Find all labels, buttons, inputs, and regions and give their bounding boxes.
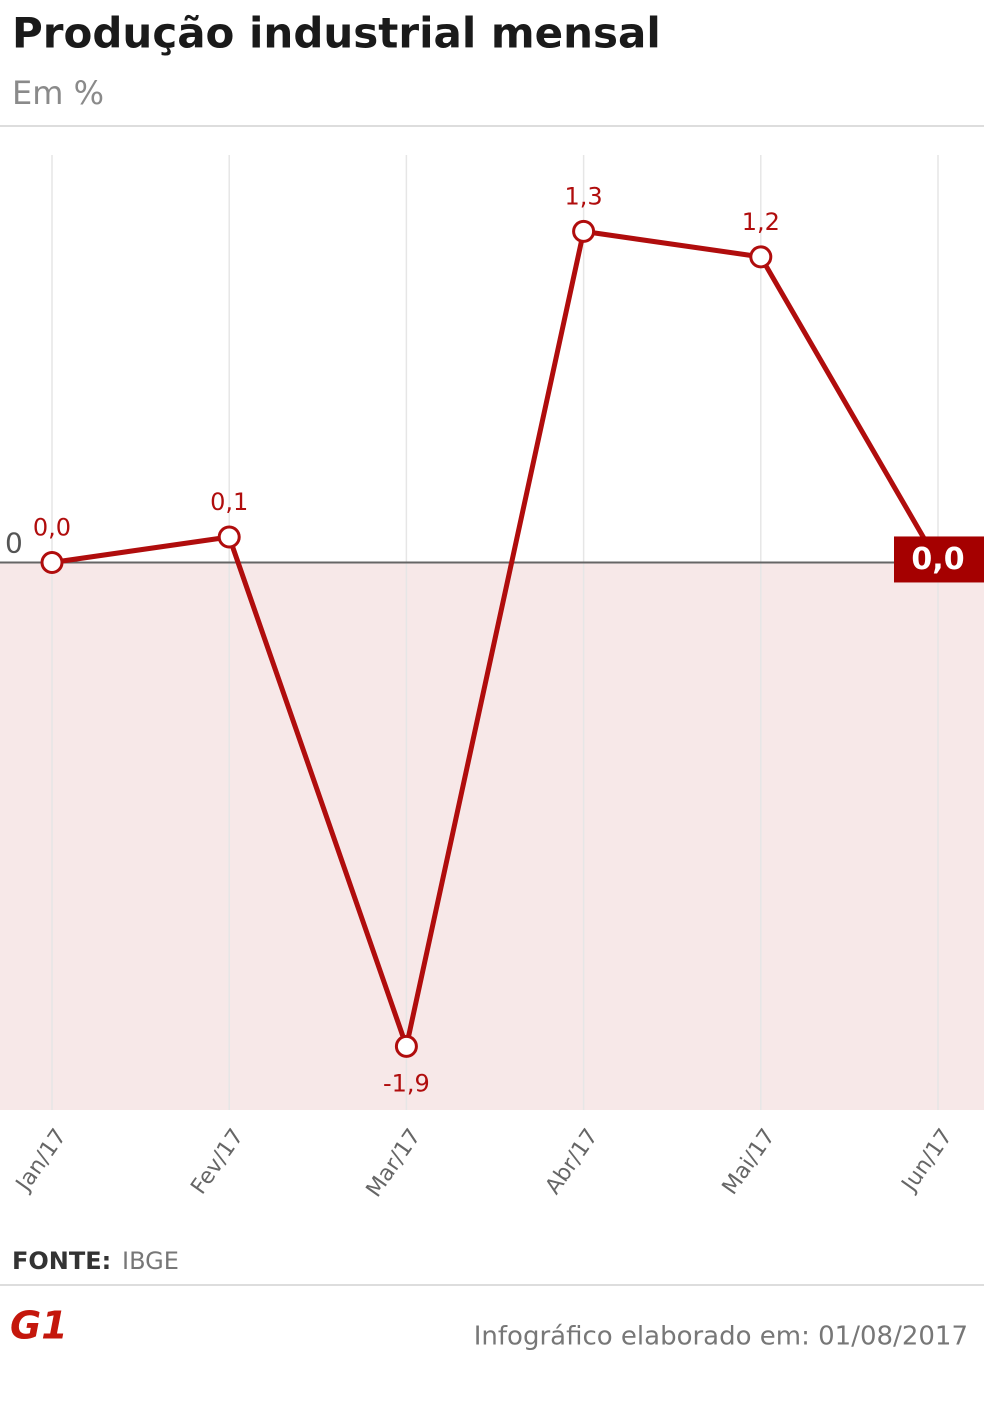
line — [51, 228, 941, 1049]
data-label: 1,2 — [742, 208, 780, 236]
x-tick-label: Jun/17 — [896, 1125, 958, 1198]
point — [217, 525, 241, 549]
x-tick-label: Mar/17 — [362, 1125, 427, 1202]
data-label: 1,3 — [565, 182, 603, 210]
footer: Infográfico elaborado em: 01/08/2017 — [474, 1322, 968, 1352]
data-label: 0,0 — [911, 542, 964, 577]
chart-title: Produção industrial mensal — [12, 9, 661, 58]
point — [40, 550, 64, 574]
data-label: 0,1 — [210, 488, 248, 516]
x-tick-label: Fev/17 — [186, 1125, 249, 1199]
point — [572, 219, 596, 243]
x-tick-label: Abr/17 — [541, 1125, 604, 1200]
logo: G1 — [10, 1304, 68, 1348]
x-tick-label: Mai/17 — [718, 1125, 781, 1200]
x-tick-label: Jan/17 — [10, 1125, 71, 1198]
chart-subtitle: Em % — [12, 74, 104, 112]
point — [394, 1034, 418, 1058]
source-label: FONTE: — [12, 1247, 111, 1275]
source: IBGE — [122, 1247, 179, 1275]
plot-area: Jan/17 Fev/17 Mar/17 Abr/17 Mai/17 Jun/17 0 0,0… — [0, 155, 984, 1202]
y-tick-label: 0 — [5, 526, 23, 559]
last-value-box — [894, 536, 984, 583]
data-label: 0,0 — [33, 513, 71, 541]
point — [749, 245, 773, 269]
data-label: -1,9 — [383, 1069, 430, 1097]
